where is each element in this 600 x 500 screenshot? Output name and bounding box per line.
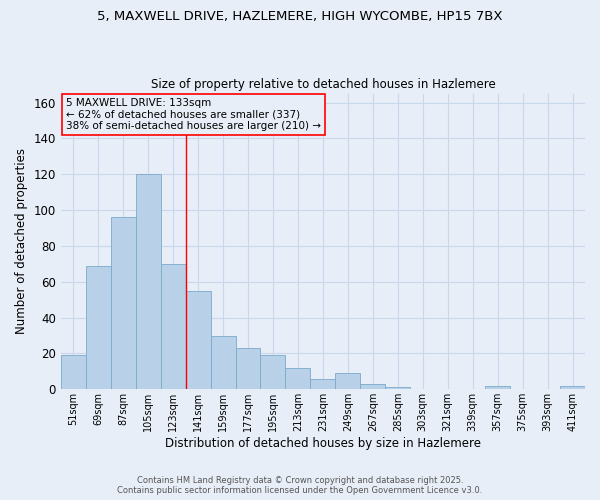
- Bar: [236, 348, 260, 390]
- Y-axis label: Number of detached properties: Number of detached properties: [15, 148, 28, 334]
- Bar: [310, 378, 335, 390]
- Text: Contains HM Land Registry data © Crown copyright and database right 2025.
Contai: Contains HM Land Registry data © Crown c…: [118, 476, 482, 495]
- Bar: [560, 386, 585, 390]
- Title: Size of property relative to detached houses in Hazlemere: Size of property relative to detached ho…: [151, 78, 495, 91]
- Bar: [485, 386, 510, 390]
- Text: 5, MAXWELL DRIVE, HAZLEMERE, HIGH WYCOMBE, HP15 7BX: 5, MAXWELL DRIVE, HAZLEMERE, HIGH WYCOMB…: [97, 10, 503, 23]
- Bar: [161, 264, 185, 390]
- Text: 5 MAXWELL DRIVE: 133sqm
← 62% of detached houses are smaller (337)
38% of semi-d: 5 MAXWELL DRIVE: 133sqm ← 62% of detache…: [66, 98, 321, 131]
- X-axis label: Distribution of detached houses by size in Hazlemere: Distribution of detached houses by size …: [165, 437, 481, 450]
- Bar: [136, 174, 161, 390]
- Bar: [385, 388, 410, 390]
- Bar: [61, 355, 86, 390]
- Bar: [361, 384, 385, 390]
- Bar: [335, 373, 361, 390]
- Bar: [211, 336, 236, 390]
- Bar: [86, 266, 111, 390]
- Bar: [111, 217, 136, 390]
- Bar: [260, 355, 286, 390]
- Bar: [185, 290, 211, 390]
- Bar: [286, 368, 310, 390]
